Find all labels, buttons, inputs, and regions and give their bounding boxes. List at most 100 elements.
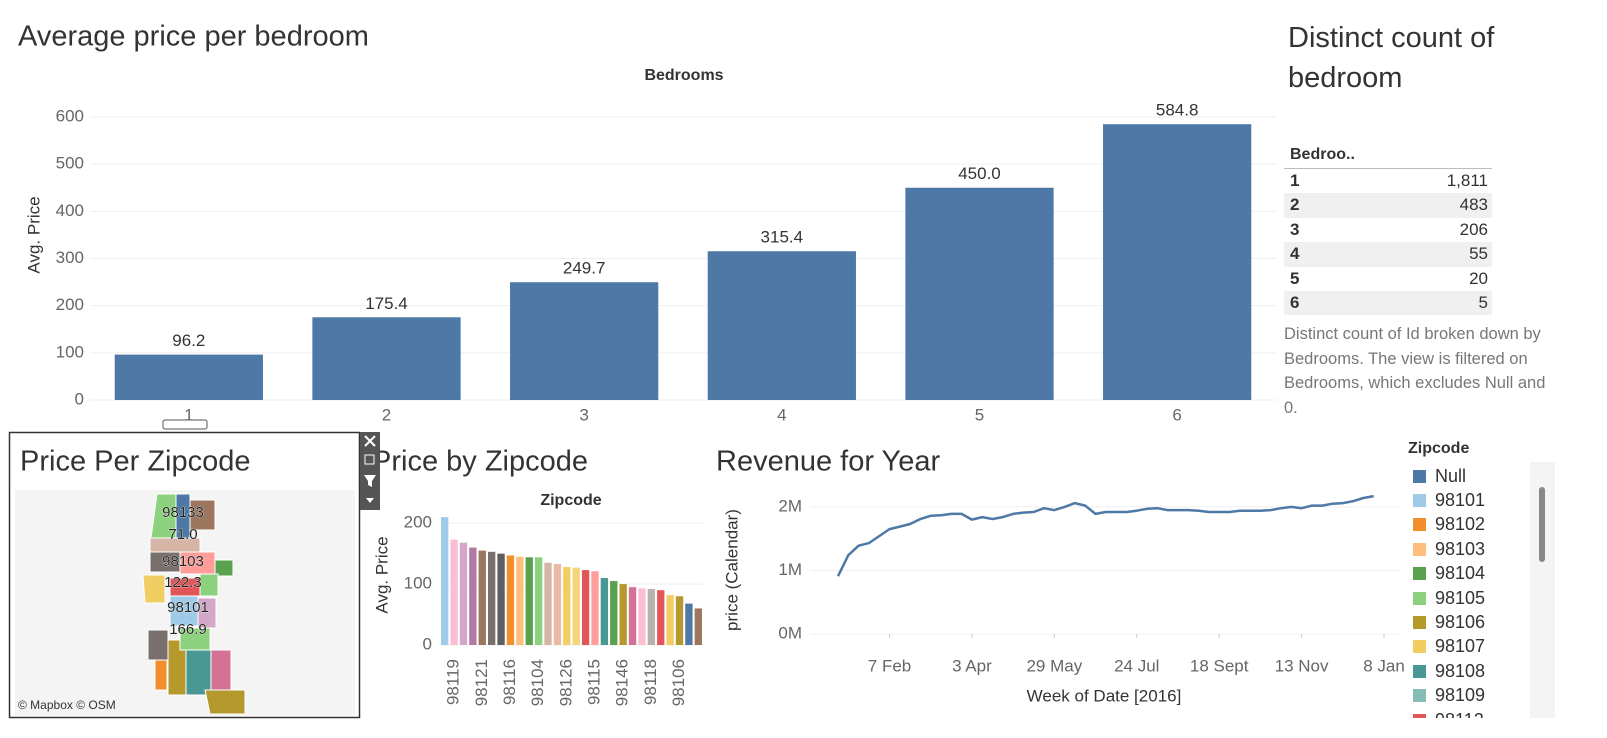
bar <box>1103 124 1252 400</box>
legend-item: 98106 <box>1405 610 1525 634</box>
bar <box>469 547 477 645</box>
table-body: 1 1,811 2 483 3 206 4 55 5 20 6 5 <box>1284 168 1492 316</box>
legend-swatch <box>1413 616 1426 630</box>
data-label: 249.7 <box>563 259 606 278</box>
count-cell: 483 <box>1459 195 1488 215</box>
legend-item: 98102 <box>1405 513 1525 537</box>
legend-item: 98107 <box>1405 635 1525 659</box>
map-label: 166.9 <box>169 621 207 638</box>
x-tick-label: 5 <box>975 405 984 424</box>
bar <box>600 578 609 645</box>
legend-item: 98105 <box>1405 586 1525 610</box>
y-tick-label: 500 <box>56 154 84 173</box>
data-label: 450.0 <box>958 164 1001 183</box>
x-tick-label: 18 Sept <box>1190 656 1249 675</box>
y-tick-label: 600 <box>56 106 84 125</box>
count-cell: 1,811 <box>1446 171 1488 190</box>
bar <box>685 603 693 645</box>
x-tick-label: 3 <box>579 405 588 424</box>
legend-label: 98112 <box>1435 710 1484 718</box>
x-tick-label: 29 May <box>1026 656 1082 675</box>
y-tick-label: 200 <box>404 513 432 532</box>
revenue-line <box>836 494 1374 577</box>
legend-swatch <box>1413 713 1426 718</box>
map-label: 98133 <box>162 504 204 521</box>
bar <box>675 596 684 645</box>
y-tick-label: 2M <box>778 496 802 515</box>
bar <box>510 282 659 400</box>
bar <box>581 570 590 645</box>
x-tick-label: 98115 <box>584 659 603 705</box>
x-tick-label: 13 Nov <box>1275 656 1329 675</box>
filter-button[interactable] <box>364 475 376 487</box>
legend-swatch <box>1413 567 1426 581</box>
bar <box>516 556 524 645</box>
data-label: 584.8 <box>1156 101 1199 120</box>
table-row: 5 20 <box>1284 267 1492 291</box>
legend-swatch <box>1413 591 1426 605</box>
table-row: 1 1,811 <box>1284 169 1492 193</box>
legend-label: 98108 <box>1435 660 1486 681</box>
x-tick-label: 4 <box>777 405 786 424</box>
bar <box>487 551 496 645</box>
legend-item: 98112 <box>1405 708 1525 718</box>
bar <box>638 588 646 645</box>
y-tick-label: 100 <box>56 342 84 361</box>
bedroom-cell: 4 <box>1290 244 1300 264</box>
x-tick-label: 98118 <box>641 659 660 705</box>
map-label: 98103 <box>162 553 204 570</box>
bar <box>905 187 1054 400</box>
x-tick-label: 98119 <box>444 659 463 705</box>
data-label: 315.4 <box>761 228 804 247</box>
data-label: 175.4 <box>365 294 408 313</box>
more-options-button[interactable] <box>366 498 374 503</box>
bar <box>707 251 856 400</box>
legend-item: 98108 <box>1405 659 1525 683</box>
bar <box>497 553 505 645</box>
x-tick-label: 1 <box>184 405 193 424</box>
y-tick-label: 0 <box>423 634 432 653</box>
table-header: Bedroo.. <box>1290 146 1355 163</box>
y-tick-label: 100 <box>404 574 432 593</box>
bar <box>441 517 449 645</box>
data-label: 96.2 <box>172 331 205 350</box>
bar <box>114 354 263 400</box>
chart-title: Revenue for Year <box>716 446 940 478</box>
x-tick-label: 98104 <box>528 659 547 706</box>
bar <box>478 550 486 645</box>
legend-swatch <box>1413 640 1426 654</box>
count-cell: 5 <box>1478 292 1488 312</box>
column-header: Zipcode <box>540 492 601 509</box>
bar <box>572 567 580 645</box>
x-tick-label: 3 Apr <box>952 656 992 675</box>
map-credit: © Mapbox © OSM <box>18 698 116 712</box>
y-tick-label: 300 <box>56 248 84 267</box>
column-header: Bedrooms <box>644 67 723 84</box>
map-title: Price Per Zipcode <box>20 446 251 478</box>
bar <box>312 317 461 400</box>
legend-item: 98104 <box>1405 562 1525 586</box>
count-cell: 20 <box>1469 268 1488 288</box>
bedroom-cell: 6 <box>1290 292 1300 312</box>
chart-title: Price by Zipcode <box>372 446 588 478</box>
map-labels: 98133 71.0 98103 122.3 98101 166.9 <box>162 504 209 639</box>
y-axis-label: Avg. Price <box>24 196 43 273</box>
panel-handle[interactable] <box>162 419 208 430</box>
legend-label: 98105 <box>1435 587 1486 608</box>
count-cell: 206 <box>1459 219 1488 239</box>
bar <box>628 587 637 645</box>
scrollbar-thumb[interactable] <box>1539 487 1545 562</box>
legend: Zipcode Null 98101 98102 98103 98104 98105 981… <box>1405 438 1525 718</box>
y-axis-label: Avg. Price <box>372 536 391 613</box>
go-to-sheet-button[interactable] <box>364 454 375 465</box>
close-button[interactable] <box>364 435 376 447</box>
bar <box>619 584 627 645</box>
bar <box>563 567 571 645</box>
count-cell: 55 <box>1469 244 1488 264</box>
y-tick-label: 200 <box>56 295 84 314</box>
bedroom-cell: 5 <box>1290 268 1300 288</box>
toolbar-background <box>360 432 380 510</box>
legend-label: 98109 <box>1435 685 1486 706</box>
